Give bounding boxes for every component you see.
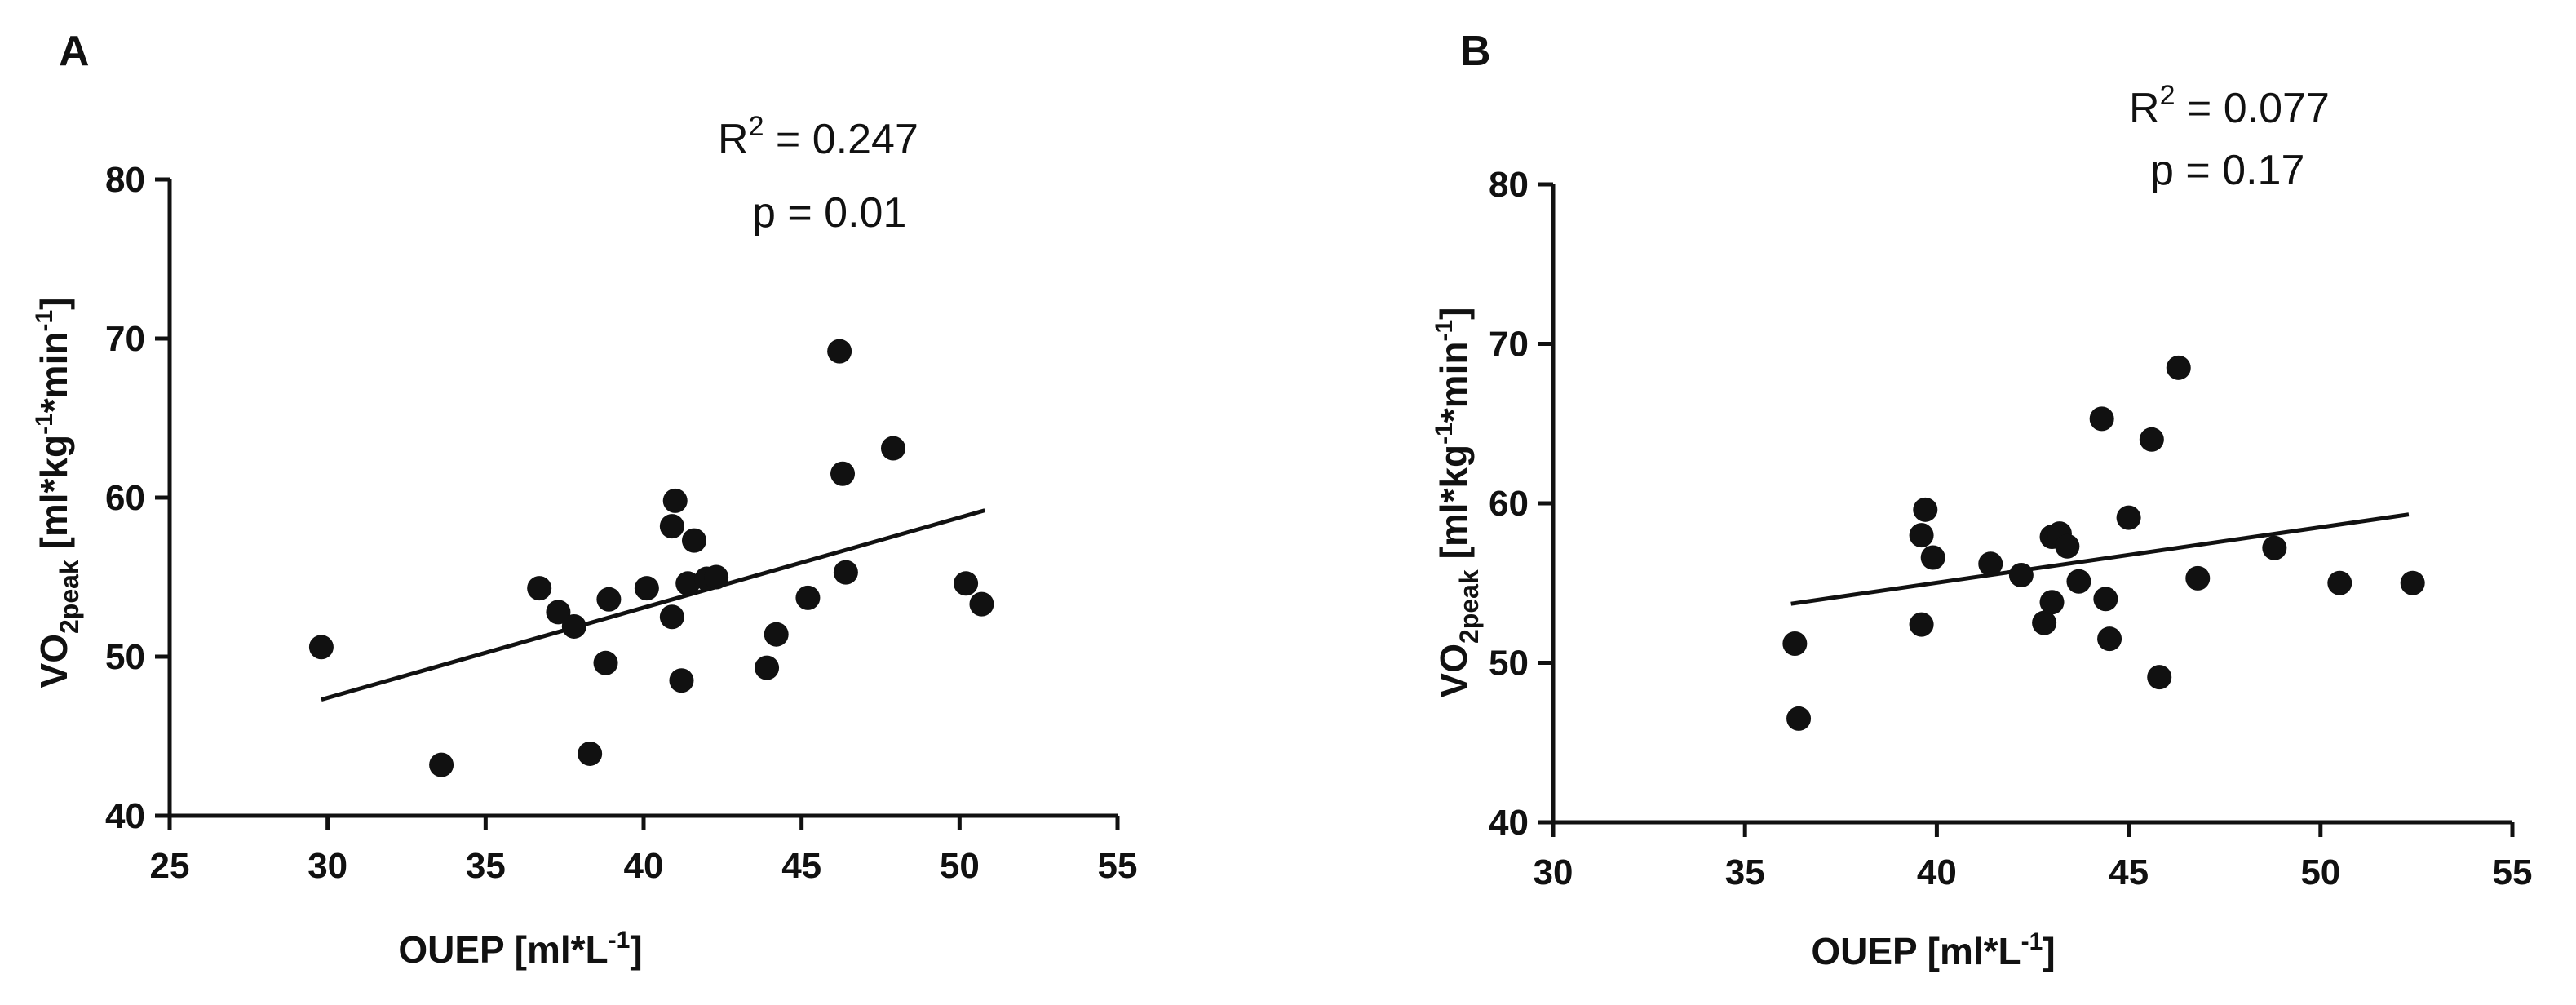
panel-a-x-tick-label: 50: [940, 846, 980, 886]
panel-a-data-point: [669, 668, 693, 693]
panel-a-data-point: [795, 586, 820, 610]
panel-b-data-point: [1978, 551, 2003, 576]
panel-a-x-tick-label: 55: [1098, 846, 1138, 886]
panel-a-data-point: [660, 604, 684, 629]
panel-a-data-point: [954, 571, 978, 595]
panel-a-data-point: [562, 614, 586, 639]
panel-a-data-point: [969, 592, 994, 617]
panel-a-data-point: [660, 514, 684, 538]
panel-b-data-point: [2147, 665, 2171, 689]
panel-b-y-tick-label: 40: [1489, 803, 1529, 843]
panel-a-x-tick-label: 40: [624, 846, 664, 886]
panel-b-data-point: [2009, 563, 2034, 587]
panel-b-data-point: [2167, 356, 2191, 380]
panel-a-data-point: [635, 576, 659, 600]
panel-a-data-point: [827, 339, 852, 364]
panel-b-data-point: [1913, 498, 1937, 522]
panel-b-y-tick-label: 70: [1489, 325, 1529, 365]
panel-a-x-tick-label: 30: [308, 846, 347, 886]
panel-b-p-value: p = 0.17: [2150, 147, 2304, 194]
panel-b-data-point: [2055, 534, 2079, 559]
panel-a-regression-line: [321, 511, 985, 700]
panel-a-data-point: [830, 462, 855, 486]
panel-b-y-axis-title: VO2peak [ml*kg-1*min-1]: [1431, 308, 1484, 698]
panel-b-x-axis-title: OUEP [ml*L-1]: [1811, 928, 2055, 972]
panel-b-data-point: [2097, 626, 2122, 651]
panel-a-x-tick-label: 35: [466, 846, 506, 886]
panel-b-data-point: [1782, 631, 1807, 656]
panel-a-data-point: [594, 651, 618, 675]
panel-a-y-tick-label: 50: [105, 637, 145, 677]
panel-b-x-tick-label: 30: [1534, 852, 1573, 892]
panel-a-data-point: [755, 656, 779, 680]
panel-b-data-point: [2066, 569, 2091, 594]
panel-b-data-point: [1910, 613, 1934, 637]
panel-a-plot-area: 40 50 60 70 80 25 30 35 40 45 50 55: [105, 160, 1137, 886]
panel-a-y-tick-label: 60: [105, 478, 145, 518]
panel-a-y-axis-title: VO2peak [ml*kg-1*min-1]: [31, 298, 84, 688]
panel-a-data-point: [704, 565, 728, 590]
panel-a-x-tick-label: 25: [150, 846, 190, 886]
panel-b-plot-area: 40 50 60 70 80 30 35 40 45 50 55: [1489, 165, 2532, 892]
panel-b-x-tick-label: 45: [2109, 852, 2149, 892]
panel-b-y-tick-label: 60: [1489, 484, 1529, 524]
panel-b-data-point: [2117, 506, 2141, 530]
panel-b-data-point: [2093, 587, 2118, 611]
panel-b-x-tick-label: 35: [1725, 852, 1765, 892]
panel-b-x-tick-label: 55: [2493, 852, 2533, 892]
panel-a-y-tick-label: 70: [105, 319, 145, 359]
panel-a-data-point: [663, 489, 688, 513]
panel-a-data-point: [527, 576, 551, 600]
panel-b-data-point: [2262, 536, 2286, 560]
panel-a-data-point: [309, 635, 334, 659]
panel-b: B R2 = 0.077 p = 0.17 OUEP [ml*L-1] VO2p…: [1431, 28, 2532, 972]
panel-a-data-point: [764, 622, 789, 647]
panel-a-data-point: [682, 529, 706, 553]
panel-a-label: A: [59, 28, 90, 75]
panel-a-y-tick-label: 40: [105, 796, 145, 836]
panel-b-y-tick-label: 50: [1489, 644, 1529, 684]
panel-b-x-tick-label: 50: [2300, 852, 2340, 892]
panel-b-r2: R2 = 0.077: [2129, 80, 2330, 132]
panel-a-data-point: [429, 753, 454, 777]
panel-b-data-point: [1921, 545, 1945, 569]
panel-b-data-point: [2185, 566, 2210, 591]
panel-b-y-tick-label: 80: [1489, 165, 1529, 205]
panel-a-data-point: [834, 560, 858, 585]
panel-b-x-tick-label: 40: [1917, 852, 1957, 892]
panel-a-data-point: [596, 587, 621, 612]
panel-b-data-point: [2401, 571, 2425, 595]
panel-b-data-point: [2040, 590, 2065, 614]
panel-a-data-point: [881, 436, 905, 461]
panel-a-x-axis-title: OUEP [ml*L-1]: [398, 927, 642, 971]
panel-b-data-point: [2090, 406, 2114, 431]
panel-a-y-tick-label: 80: [105, 160, 145, 200]
panel-b-data-point: [1786, 706, 1811, 731]
panel-a-r2: R2 = 0.247: [718, 111, 918, 163]
panel-b-label: B: [1460, 28, 1491, 75]
panel-a: A R2 = 0.247 p = 0.01 OUEP [ml*L-1] VO2p…: [31, 28, 1137, 971]
panel-a-p-value: p = 0.01: [752, 189, 906, 237]
panel-b-data-point: [2140, 427, 2164, 452]
panel-a-data-point: [578, 742, 602, 766]
panel-b-data-point: [1910, 523, 1934, 547]
panel-b-data-point: [2327, 571, 2352, 595]
panel-a-x-tick-label: 45: [781, 846, 821, 886]
